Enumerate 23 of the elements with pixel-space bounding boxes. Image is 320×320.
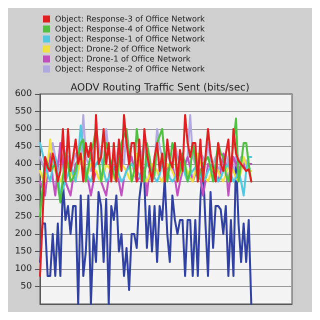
y-tick-label: 300: [14, 194, 32, 204]
legend-label: Object: Response-2 of Office Network: [55, 64, 206, 74]
y-tick-label: 500: [14, 124, 32, 134]
line-series: [39, 124, 252, 196]
legend-label: Object: Response-1 of Office Network: [55, 34, 206, 44]
y-tick-label: 400: [14, 159, 32, 169]
y-tick-label: 150: [14, 246, 32, 256]
line-series: [39, 114, 252, 277]
y-tick-label: 350: [14, 176, 32, 186]
legend-label: Object: Response-4 of Office Network: [55, 24, 206, 34]
legend-label: Object: Drone-2 of Office Network: [55, 44, 191, 54]
line-series: [39, 118, 252, 218]
legend-label: Object: Drone-1 of Office Network: [55, 54, 191, 64]
y-tick-label: 450: [14, 142, 32, 152]
line-series: [39, 156, 252, 305]
legend-label: Object: Response-3 of Office Network: [55, 14, 206, 24]
y-tick-label: 550: [14, 106, 32, 116]
y-tick-label: 100: [14, 264, 32, 274]
y-tick-label: 50: [20, 282, 32, 292]
y-tick-label: 250: [14, 212, 32, 222]
chart-title: AODV Routing Traffic Sent (bits/sec): [70, 82, 250, 94]
y-tick-label: 200: [14, 229, 32, 239]
y-tick-label: 600: [14, 89, 32, 99]
